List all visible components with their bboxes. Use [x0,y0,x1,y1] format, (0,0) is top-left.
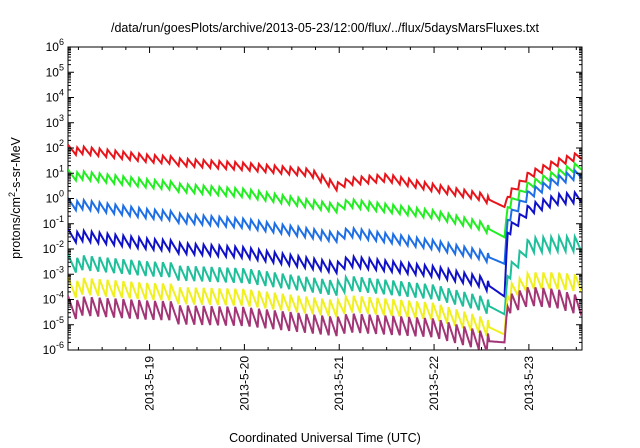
y-tick-label: 106 [46,37,64,54]
series-layer [68,144,582,350]
chart-title: /data/run/goesPlots/archive/2013-05-23/1… [111,21,540,35]
y-tick-label: 103 [46,113,64,130]
y-axis-label: protons/cm2-s-sr-MeV [7,136,23,258]
y-axis-label-prefix: protons/cm [9,197,23,259]
y-tick-label: 10-3 [43,264,64,281]
series-line-5 [68,232,582,316]
y-tick-label: 10-4 [43,290,64,307]
y-tick-label: 10-2 [43,239,64,256]
plot-area: 10-6 10-5 10-4 10-3 10-2 10-1 100 101 102 103 104 1… [43,37,583,411]
series-line-7 [68,286,582,350]
series-line-3 [68,168,582,266]
y-tick-label: 105 [46,62,64,79]
y-tick-label: 10-1 [43,214,64,231]
y-tick-label: 10-6 [43,340,64,357]
y-tick-label: 101 [46,163,64,180]
y-tick-label: 10-5 [43,315,64,332]
x-tick-label: 2013-5-19 [143,356,157,411]
x-tick-label: 2013-5-20 [237,356,251,411]
y-axis-label-sup: 2 [7,192,17,197]
series-line-4 [68,189,582,299]
y-axis-label-suffix: -s-sr-MeV [9,136,23,192]
y-axis-ticks: 10-6 10-5 10-4 10-3 10-2 10-1 100 101 102 103 104 1… [43,37,582,357]
x-axis-ticks: 2013-5-19 2013-5-20 2013-5-21 2013-5-22 2013… [77,47,577,411]
y-tick-label: 104 [46,88,64,105]
y-tick-label: 102 [46,138,64,155]
y-tick-label: 100 [46,189,64,206]
series-line-2 [68,161,582,239]
x-axis-label: Coordinated Universal Time (UTC) [229,431,421,445]
x-tick-label: 2013-5-23 [522,356,536,411]
series-line-6 [68,269,582,337]
x-tick-label: 2013-5-21 [332,356,346,411]
series-line-1 [68,144,582,209]
x-tick-label: 2013-5-22 [427,356,441,411]
